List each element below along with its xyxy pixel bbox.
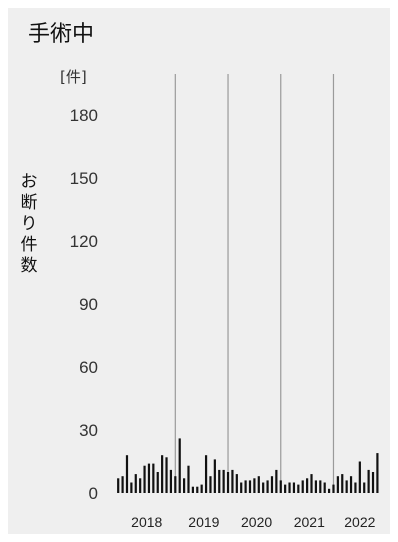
bar xyxy=(130,482,133,493)
bar xyxy=(279,480,282,493)
bar xyxy=(196,486,199,493)
bar xyxy=(363,482,366,493)
bar xyxy=(235,474,238,493)
y-axis-label: お断り件数 xyxy=(20,172,38,276)
y-tick-label: 150 xyxy=(70,169,98,188)
bar xyxy=(358,461,361,493)
bar xyxy=(156,472,159,493)
bar xyxy=(306,478,309,493)
bar xyxy=(262,482,265,493)
bar xyxy=(222,469,225,493)
bar xyxy=(191,486,194,493)
bar xyxy=(301,480,304,493)
bar xyxy=(332,484,335,493)
bar xyxy=(270,476,274,493)
bar xyxy=(200,484,203,493)
bar xyxy=(134,474,137,493)
bar xyxy=(117,478,120,493)
bar xyxy=(376,453,379,493)
bar xyxy=(336,476,339,493)
bar xyxy=(266,480,269,493)
bar xyxy=(213,459,216,493)
bar xyxy=(218,469,221,493)
y-tick-label: 90 xyxy=(79,295,98,314)
bar xyxy=(231,469,234,493)
bar xyxy=(244,480,247,493)
bar xyxy=(253,478,256,493)
chart-panel xyxy=(8,8,390,534)
x-year-label: 2021 xyxy=(294,514,325,530)
bar xyxy=(314,480,317,493)
bar xyxy=(292,482,296,493)
bar xyxy=(143,465,146,493)
bar xyxy=(209,476,212,493)
bar xyxy=(310,474,313,493)
bar xyxy=(327,488,331,493)
x-year-label: 2020 xyxy=(241,514,272,530)
y-tick-label: 0 xyxy=(89,484,98,503)
bar xyxy=(147,463,151,493)
y-unit-label: [件] xyxy=(60,68,87,86)
bar xyxy=(349,476,353,493)
bar xyxy=(183,478,186,493)
bar xyxy=(226,472,230,493)
bar xyxy=(125,455,129,493)
bar xyxy=(345,480,348,493)
bar xyxy=(204,455,208,493)
bar xyxy=(323,482,326,493)
bar xyxy=(341,474,344,493)
bar xyxy=(319,480,322,493)
y-tick-label: 30 xyxy=(79,421,98,440)
y-tick-label: 60 xyxy=(79,358,98,377)
chart-title: 手術中 xyxy=(28,22,95,47)
y-tick-label: 180 xyxy=(70,106,98,125)
bar xyxy=(152,463,155,493)
x-year-label: 2019 xyxy=(188,514,219,530)
bar xyxy=(139,478,142,493)
bar xyxy=(169,469,173,493)
bar xyxy=(174,476,177,493)
bar xyxy=(297,484,300,493)
bar xyxy=(257,476,260,493)
x-year-label: 2018 xyxy=(131,514,162,530)
bar xyxy=(354,482,357,493)
bar xyxy=(284,484,287,493)
bar xyxy=(275,469,278,493)
y-tick-label: 120 xyxy=(70,232,98,251)
bar xyxy=(288,482,291,493)
bar xyxy=(367,469,370,493)
x-year-label: 2022 xyxy=(344,514,375,530)
bar xyxy=(178,438,181,493)
bar xyxy=(161,455,164,493)
bar xyxy=(240,482,243,493)
bar xyxy=(121,476,124,493)
bar xyxy=(248,480,252,493)
bar xyxy=(165,457,168,493)
bar xyxy=(187,465,190,493)
bar xyxy=(371,472,375,493)
